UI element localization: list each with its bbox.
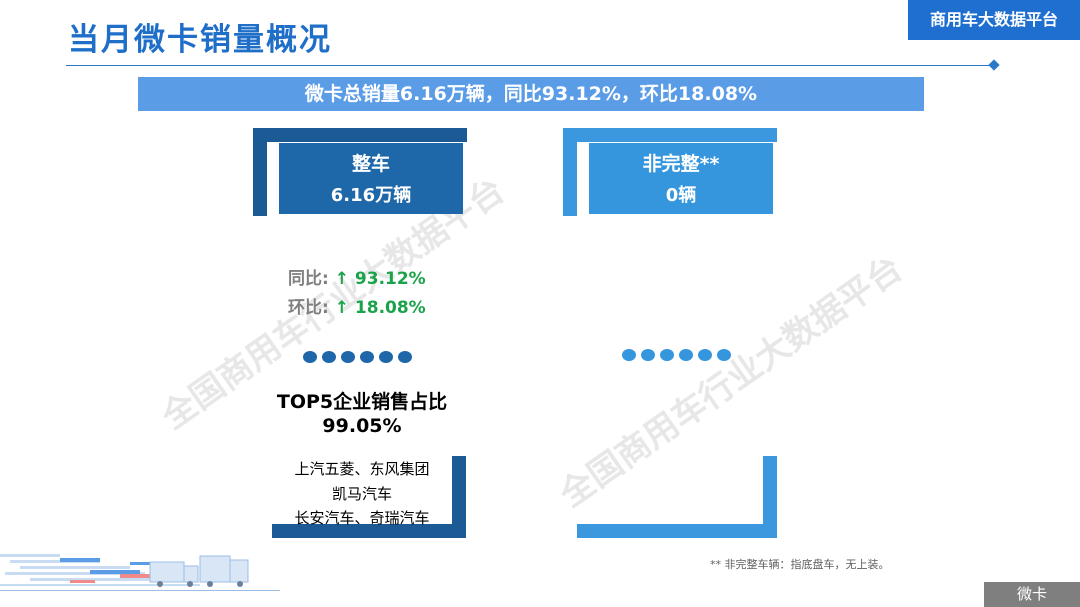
yoy-value: 93.12% [354, 269, 426, 289]
up-arrow-icon: ↑ [334, 298, 349, 318]
company-line: 上汽五菱、东风集团 [294, 460, 430, 478]
footnote: ** 非完整车辆：指底盘车，无上装。 [710, 558, 890, 571]
complete-vehicle-label: 整车 [351, 153, 390, 175]
page-title: 当月微卡销量概况 [68, 22, 332, 58]
left-frame-bottom-bracket [272, 456, 466, 538]
right-frame-top-bracket [563, 128, 777, 216]
complete-vehicle-card: 整车 6.16万辆 [279, 143, 463, 214]
divider-end-diamond [988, 59, 1000, 71]
top5-value: 99.05% [322, 415, 402, 437]
company-line: 凯马汽车 [331, 485, 392, 503]
category-tag: 微卡 [984, 582, 1080, 607]
top5-share: TOP5企业销售占比 99.05% [256, 390, 468, 438]
right-frame-bottom-bracket [577, 456, 777, 538]
mom-stat: 环比: ↑ 18.08% [288, 293, 426, 318]
yoy-label: 同比: [288, 269, 329, 289]
mom-value: 18.08% [354, 298, 426, 318]
mom-label: 环比: [288, 298, 329, 318]
title-divider [66, 65, 996, 66]
incomplete-vehicle-value: 0辆 [665, 185, 697, 206]
complete-vehicle-value: 6.16万辆 [330, 185, 412, 206]
trucks-decoration [0, 554, 280, 591]
up-arrow-icon: ↑ [334, 269, 349, 289]
left-dot-separator [303, 351, 412, 363]
brand-badge: 商用车大数据平台 [908, 0, 1080, 40]
incomplete-vehicle-label: 非完整** [642, 153, 720, 175]
company-line: 长安汽车、奇瑞汽车 [294, 509, 430, 527]
right-dot-separator [622, 349, 731, 361]
summary-bar: 微卡总销量6.16万辆，同比93.12%，环比18.08% [138, 77, 924, 111]
yoy-stat: 同比: ↑ 93.12% [288, 264, 426, 289]
top5-title: TOP5企业销售占比 [276, 391, 448, 413]
incomplete-vehicle-card: 非完整** 0辆 [589, 143, 773, 214]
left-frame-top-bracket [253, 128, 467, 216]
